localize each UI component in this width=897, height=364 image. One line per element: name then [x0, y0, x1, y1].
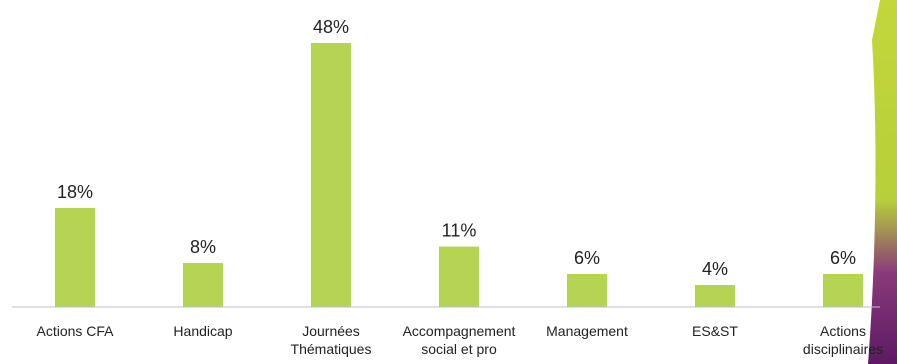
category-label-3: Accompagnement social et pro — [403, 323, 516, 357]
category-label-0-line-0: Actions CFA — [36, 323, 114, 339]
bar-3 — [439, 246, 479, 307]
bar-5 — [695, 285, 735, 307]
category-label-6-line-1: disciplinaires — [803, 341, 883, 357]
category-label-3-line-0: Accompagnement — [403, 323, 516, 339]
category-label-3-line-1: social et pro — [421, 341, 497, 357]
bars-layer — [55, 43, 863, 307]
data-label-4: 6% — [574, 248, 600, 268]
bar-1 — [183, 263, 223, 307]
bar-6 — [823, 274, 863, 307]
data-label-1: 8% — [190, 237, 216, 257]
bar-2 — [311, 43, 351, 307]
bar-4 — [567, 274, 607, 307]
category-label-0: Actions CFA — [36, 323, 114, 339]
category-label-4-line-0: Management — [546, 323, 628, 339]
category-label-1-line-0: Handicap — [173, 323, 232, 339]
decorative-swoosh — [868, 0, 897, 364]
data-label-2: 48% — [313, 17, 349, 37]
data-label-3: 11% — [442, 221, 477, 241]
category-label-1: Handicap — [173, 323, 232, 339]
category-label-6: Actions disciplinaires — [803, 323, 883, 357]
category-label-5-line-0: ES&ST — [692, 323, 738, 339]
category-label-6-line-0: Actions — [820, 323, 866, 339]
category-label-2-line-1: Thématiques — [291, 341, 372, 357]
bar-0 — [55, 208, 95, 307]
category-label-4: Management — [546, 323, 628, 339]
category-label-2: Journées Thématiques — [291, 323, 372, 357]
category-label-5: ES&ST — [692, 323, 738, 339]
labels-layer: 18% Actions CFA 8% Handicap 48% Journées Théma… — [36, 17, 883, 357]
data-label-5: 4% — [702, 259, 728, 279]
data-label-6: 6% — [830, 248, 856, 268]
category-label-2-line-0: Journées — [302, 323, 360, 339]
data-label-0: 18% — [57, 182, 93, 202]
